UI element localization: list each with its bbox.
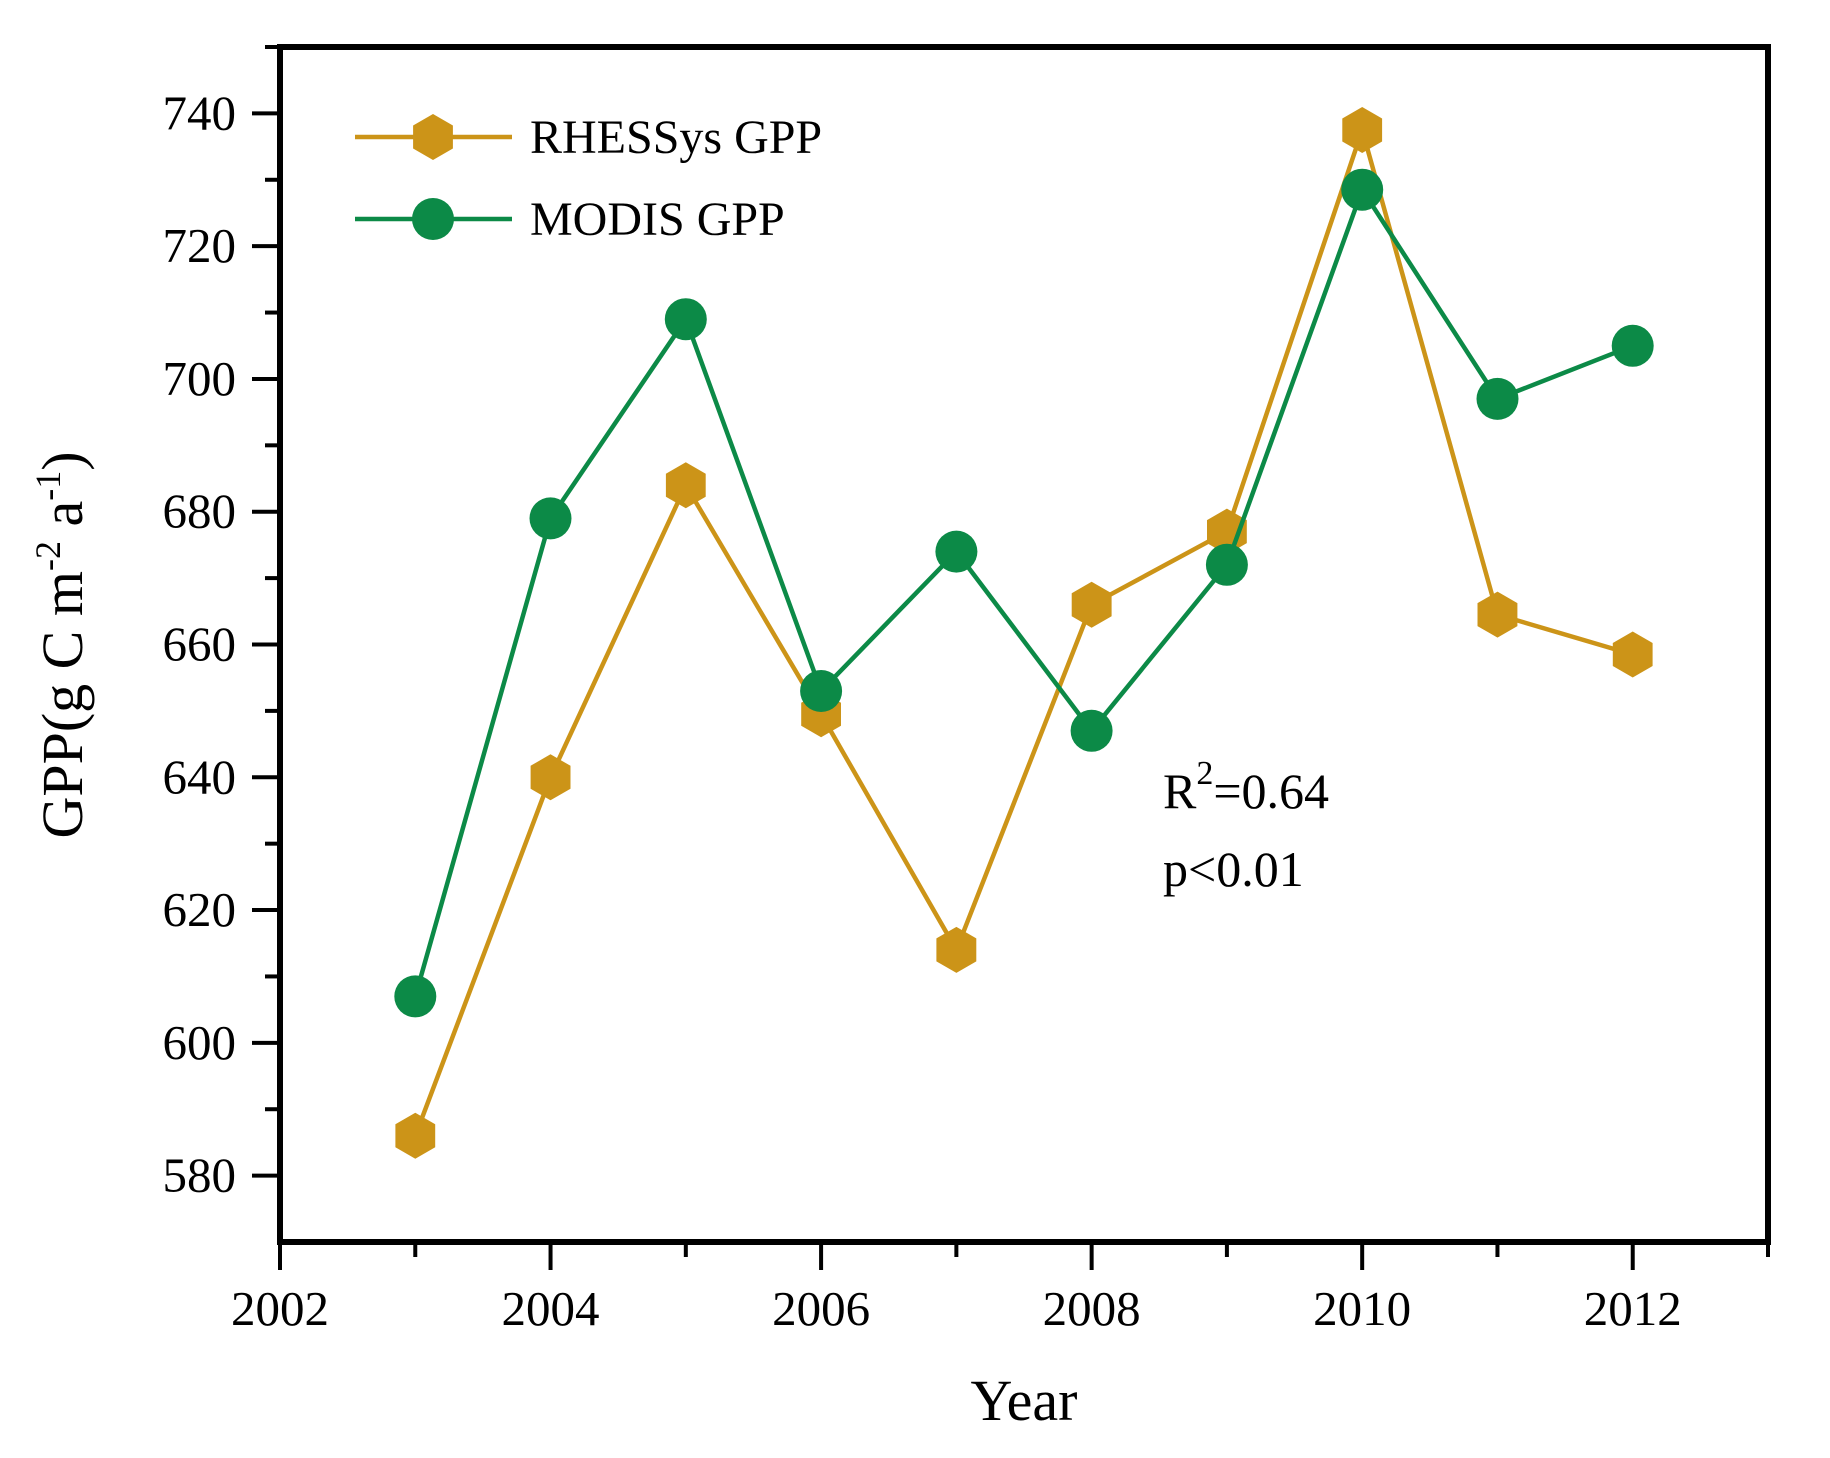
r-squared-annotation: R2=0.64 xyxy=(1163,755,1329,819)
x-tick-label: 2002 xyxy=(231,1281,329,1336)
y-axis-title-base: GPP(g C m xyxy=(30,571,95,839)
y-tick-label: 680 xyxy=(163,484,237,539)
legend-label-modis: MODIS GPP xyxy=(530,193,785,246)
y-tick-label: 600 xyxy=(163,1015,237,1070)
x-tick-label: 2010 xyxy=(1313,1281,1411,1336)
plot-border xyxy=(277,44,1771,1245)
y-tick-label: 720 xyxy=(163,218,237,273)
r-value: =0.64 xyxy=(1213,763,1329,819)
data-point-marker xyxy=(1341,168,1384,211)
data-point-marker xyxy=(800,670,843,712)
data-point-marker xyxy=(1070,709,1113,752)
data-point-marker xyxy=(395,1112,436,1159)
p-value-annotation: p<0.01 xyxy=(1163,841,1304,897)
r-base: R xyxy=(1163,763,1197,819)
hexagon-marker-icon xyxy=(413,114,453,160)
y-axis-title-sup-2: -2 xyxy=(28,541,68,571)
legend-label-rhessys: RHESSys GPP xyxy=(530,111,822,164)
x-tick-label: 2004 xyxy=(502,1281,600,1336)
data-point-marker xyxy=(1071,581,1112,628)
series-rhessys-gpp xyxy=(395,107,1653,1159)
data-point-marker xyxy=(530,754,571,801)
y-axis-title-mid: a xyxy=(30,501,95,541)
data-point-marker xyxy=(1477,591,1518,638)
y-tick-label: 640 xyxy=(163,749,237,804)
data-point-marker xyxy=(1342,107,1383,153)
y-tick-label: 740 xyxy=(163,85,237,140)
chart-series xyxy=(394,107,1654,1159)
y-tick-label: 620 xyxy=(163,882,237,937)
series-line xyxy=(413,184,1634,998)
y-tick-label: 700 xyxy=(163,351,237,406)
data-point-marker xyxy=(1205,543,1248,586)
data-point-marker xyxy=(529,497,572,540)
data-point-marker xyxy=(1611,324,1654,367)
y-tick-label: 660 xyxy=(163,617,237,672)
series-line xyxy=(413,122,1634,1137)
r-exponent: 2 xyxy=(1196,755,1213,792)
data-point-marker xyxy=(665,462,706,509)
x-axis-title: Year xyxy=(971,1368,1078,1433)
x-tick-label: 2012 xyxy=(1584,1281,1682,1336)
y-axis-title-sup-1: -1 xyxy=(28,471,68,501)
legend-item-modis: MODIS GPP xyxy=(355,193,785,246)
x-tick-label: 2006 xyxy=(772,1281,870,1336)
data-point-marker xyxy=(664,298,707,341)
data-point-marker xyxy=(936,926,977,973)
circle-marker-icon xyxy=(412,198,454,240)
legend: RHESSys GPP MODIS GPP xyxy=(355,111,822,246)
stats-annotation: R2=0.64 p<0.01 xyxy=(1163,755,1329,897)
y-axis-title: GPP(g C m-2 a-1) xyxy=(28,451,95,838)
x-tick-label: 2008 xyxy=(1043,1281,1141,1336)
axis-ticks: 2002 2004 2006 2008 2010 2012 580 600 620 640 660 6… xyxy=(163,45,1770,1336)
data-point-marker xyxy=(1612,631,1653,678)
data-point-marker xyxy=(1476,377,1519,420)
legend-item-rhessys: RHESSys GPP xyxy=(355,111,822,164)
y-axis-title-close: ) xyxy=(30,451,95,470)
series-modis-gpp xyxy=(394,168,1654,1018)
data-point-marker xyxy=(935,530,978,573)
data-point-marker xyxy=(394,975,437,1018)
y-tick-label: 580 xyxy=(163,1148,237,1203)
